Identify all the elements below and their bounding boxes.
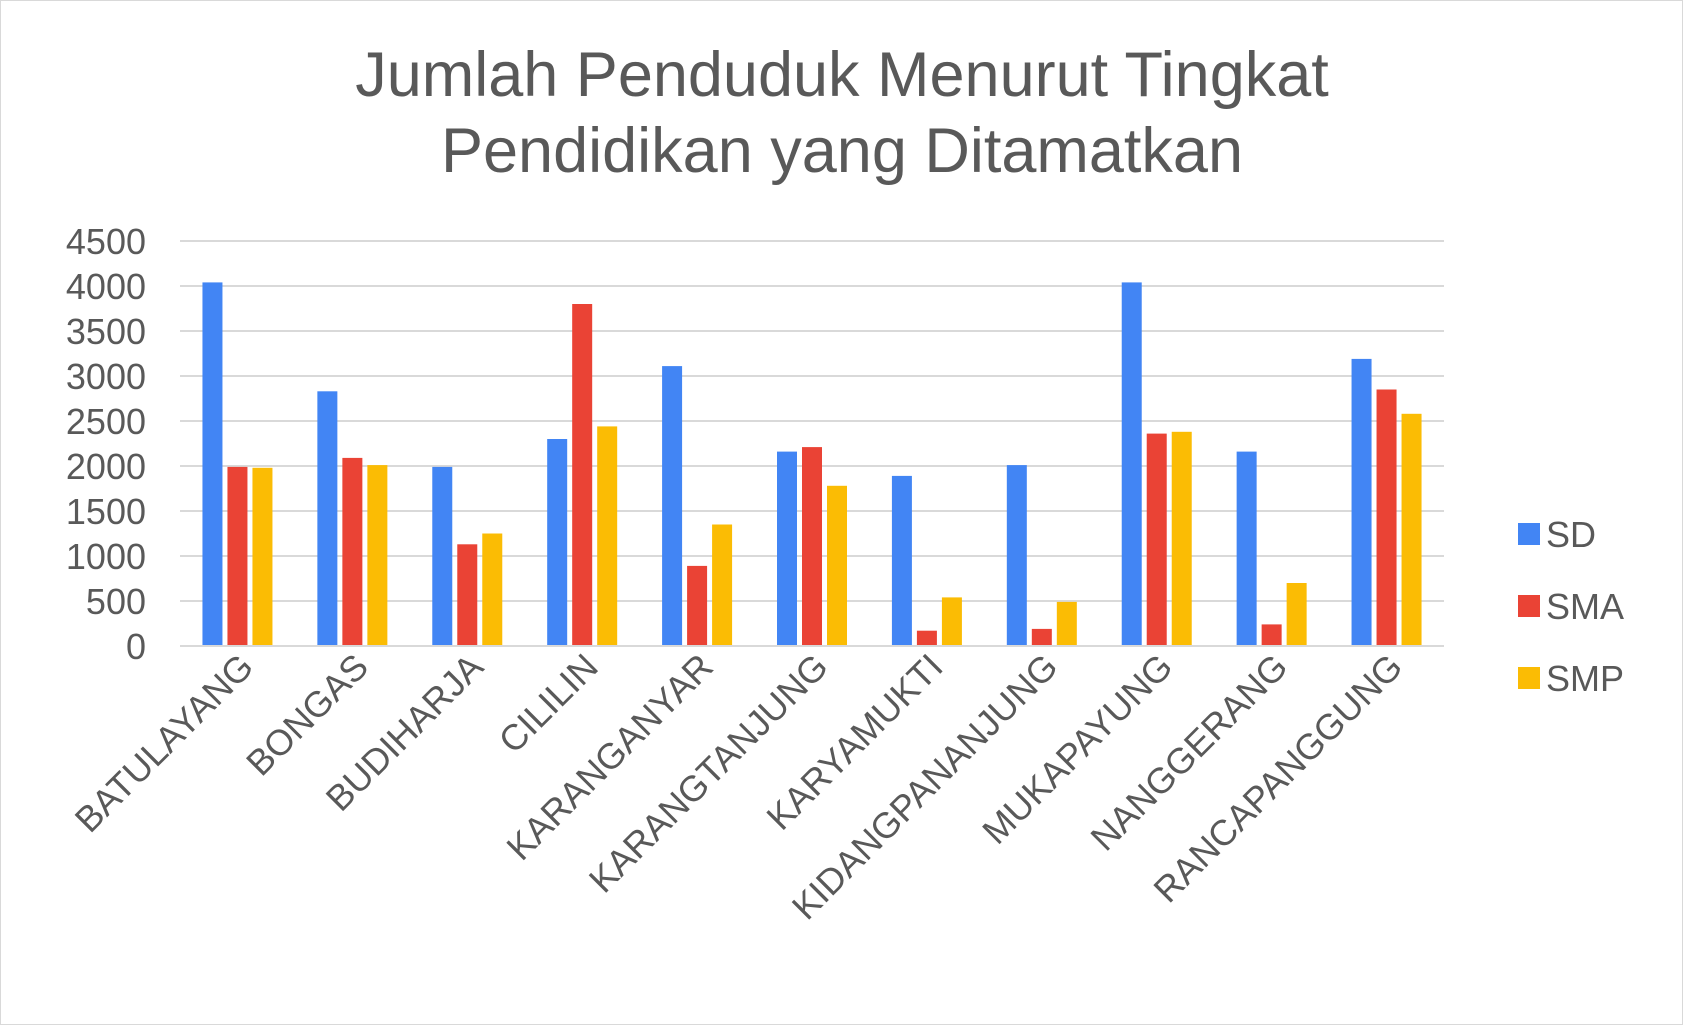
legend: SD SMA SMP: [1518, 514, 1624, 699]
bar-sma-karangtanjung: [802, 447, 822, 646]
bar-sma-batulayang: [227, 466, 248, 646]
chart-title-line-1: Jumlah Penduduk Menurut Tingkat: [355, 40, 1329, 110]
bar-smp-bongas: [367, 465, 388, 646]
bar-smp-karangtanjung: [827, 485, 847, 646]
y-tick-label: 4500: [66, 221, 146, 262]
legend-swatch-smp: [1518, 667, 1540, 689]
x-category-label: CILILIN: [491, 646, 606, 761]
bar-sd-bongas: [317, 391, 338, 646]
bar-sd-budiharja: [432, 466, 453, 646]
legend-swatch-sd: [1518, 523, 1540, 545]
legend-swatch-sma: [1518, 595, 1540, 617]
y-tick-label: 500: [86, 581, 146, 622]
bar-sma-mukapayung: [1146, 433, 1167, 646]
legend-label-sd: SD: [1546, 514, 1596, 555]
bar-sma-karanganyar: [687, 565, 708, 646]
bar-sd-karanganyar: [662, 366, 683, 646]
x-category-label: BATULAYANG: [67, 646, 261, 840]
y-tick-label: 1000: [66, 536, 146, 577]
y-tick-label: 1500: [66, 491, 146, 532]
bar-smp-mukapayung: [1171, 431, 1192, 646]
y-tick-label: 4000: [66, 266, 146, 307]
bar-smp-karyamukti: [941, 597, 962, 646]
bar-smp-karanganyar: [712, 524, 733, 646]
y-tick-label: 3000: [66, 356, 146, 397]
x-category-label: KARANGANYAR: [498, 646, 720, 868]
bar-smp-nanggerang: [1286, 583, 1307, 646]
bar-sd-rancapanggung: [1351, 358, 1372, 646]
y-tick-label: 2500: [66, 401, 146, 442]
bar-sma-kidangpananjung: [1031, 628, 1052, 646]
bar-sma-cililin: [572, 304, 593, 646]
x-category-label: NANGGERANG: [1082, 646, 1295, 859]
bar-smp-budiharja: [482, 533, 503, 646]
gridlines: [180, 240, 1444, 602]
legend-label-sma: SMA: [1546, 586, 1624, 627]
legend-label-smp: SMP: [1546, 658, 1624, 699]
bar-smp-rancapanggung: [1401, 413, 1422, 646]
bar-sd-nanggerang: [1236, 451, 1257, 646]
bar-smp-kidangpananjung: [1056, 601, 1077, 646]
bar-sma-rancapanggung: [1376, 389, 1397, 646]
bars: [202, 282, 1422, 646]
y-tick-label: 2000: [66, 446, 146, 487]
bar-sd-karangtanjung: [777, 451, 797, 646]
bar-sd-batulayang: [202, 282, 223, 646]
bar-sd-kidangpananjung: [1006, 465, 1027, 646]
bar-sd-mukapayung: [1121, 282, 1142, 646]
bar-sd-cililin: [547, 439, 568, 646]
bar-sma-karyamukti: [916, 630, 937, 646]
bar-sma-budiharja: [457, 544, 478, 646]
bar-smp-cililin: [597, 426, 618, 646]
bar-smp-batulayang: [252, 467, 273, 646]
y-tick-label: 0: [126, 626, 146, 667]
bar-sma-nanggerang: [1261, 624, 1282, 646]
chart-title-line-2: Pendidikan yang Ditamatkan: [441, 116, 1243, 186]
bar-sd-karyamukti: [891, 475, 912, 646]
bar-sma-bongas: [342, 457, 363, 646]
y-tick-label: 3500: [66, 311, 146, 352]
